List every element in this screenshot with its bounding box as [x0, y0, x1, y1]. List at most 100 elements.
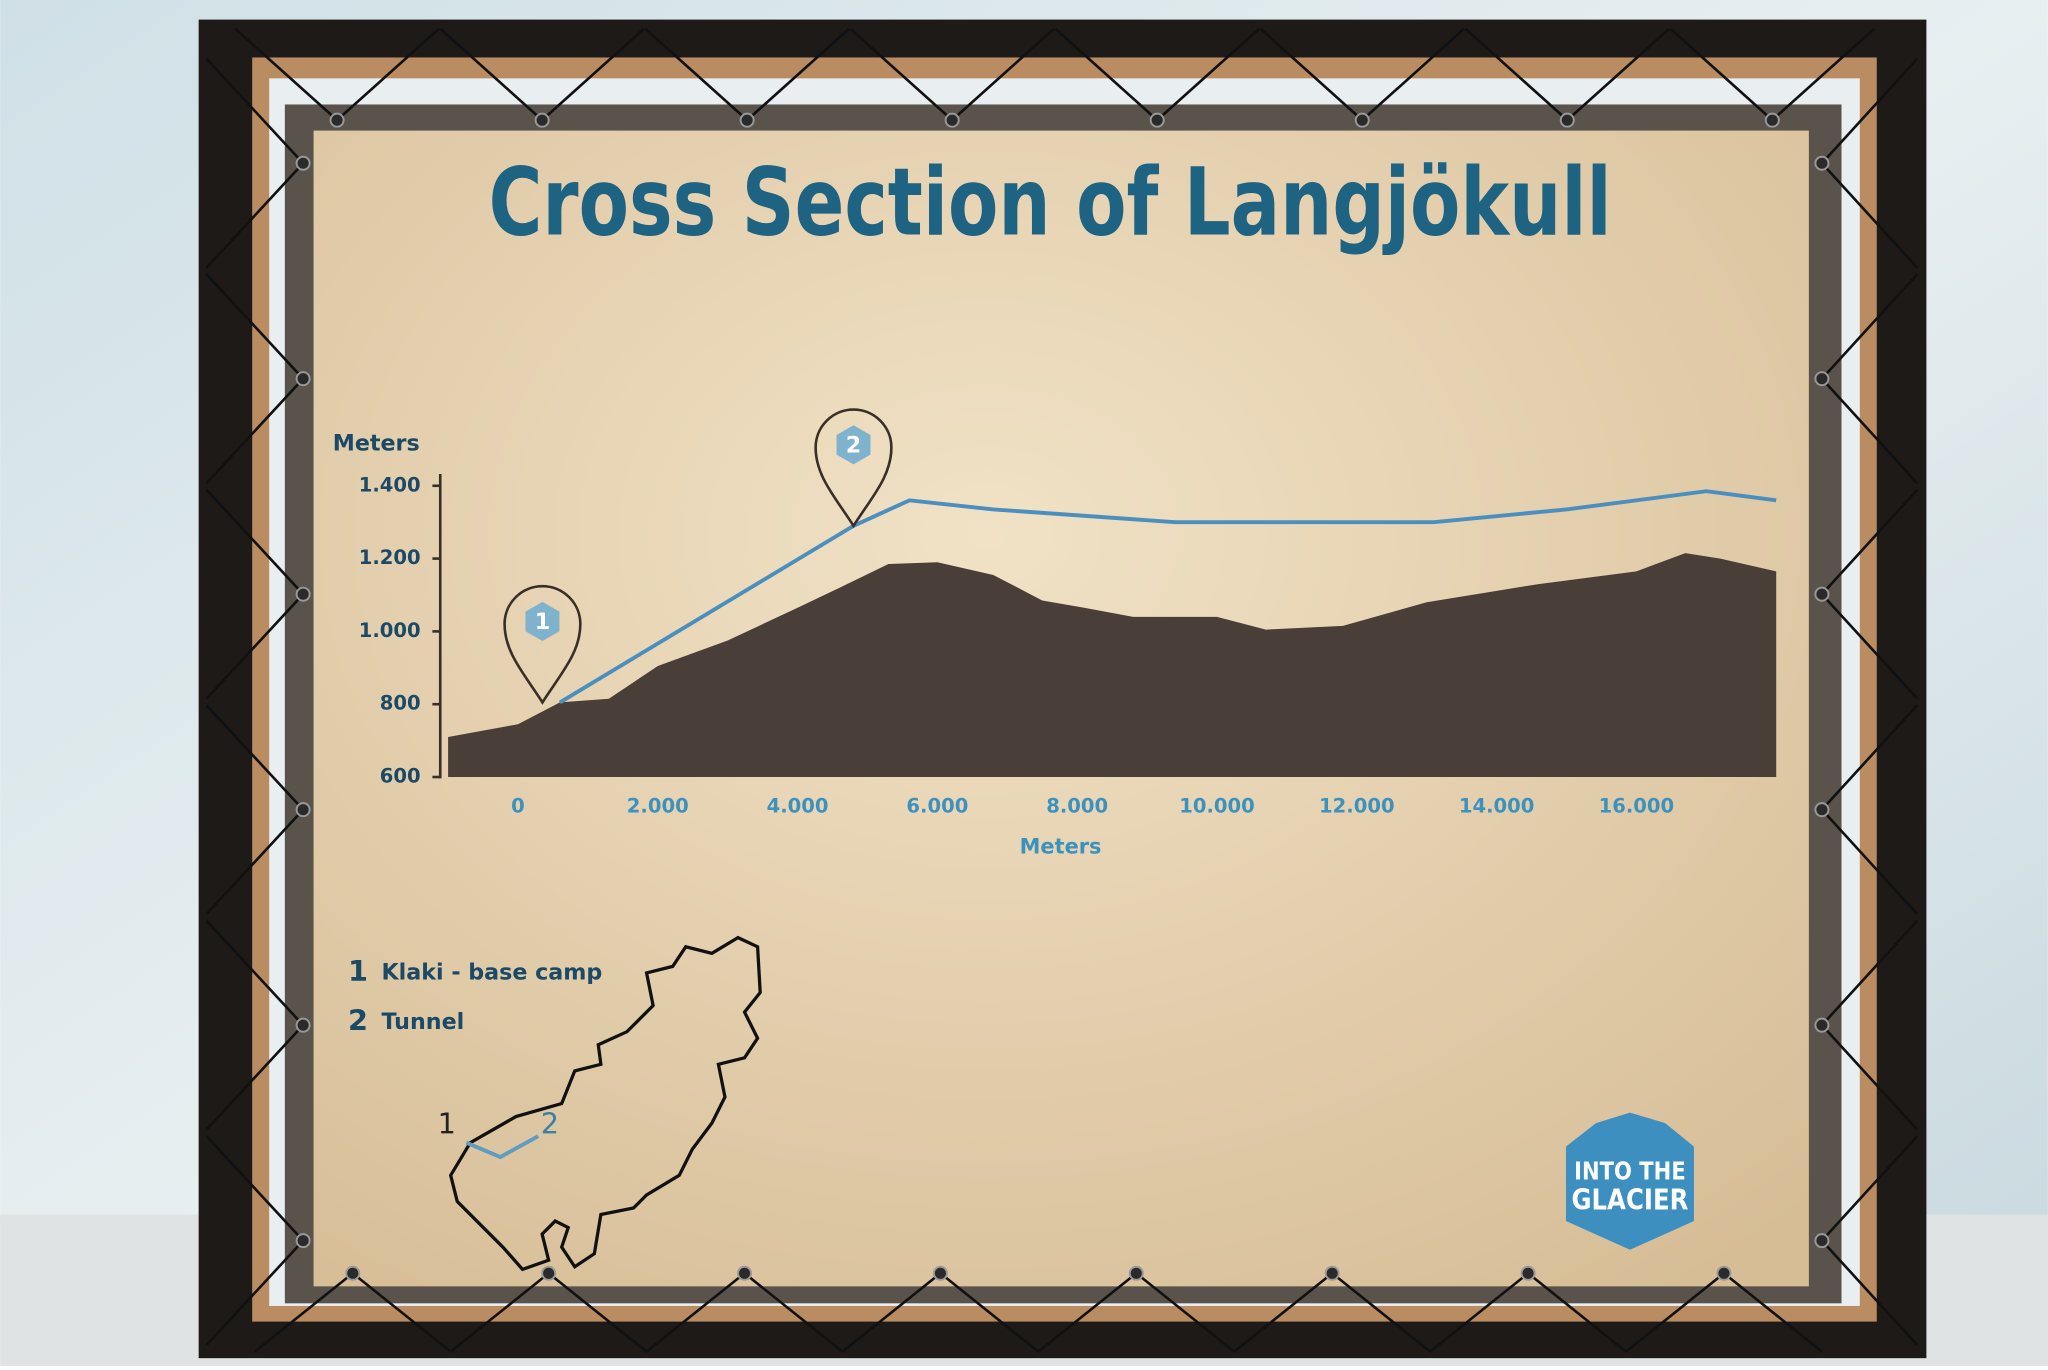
logo-badge — [1565, 1112, 1694, 1250]
cord — [205, 488, 305, 596]
cord — [1820, 704, 1919, 811]
x-tick-label: 10.000 — [1179, 795, 1255, 818]
grommet — [345, 1265, 361, 1281]
grommet — [932, 1265, 948, 1281]
cord — [205, 162, 305, 269]
grommet — [541, 1265, 557, 1281]
y-tick-label: 600 — [380, 765, 421, 788]
x-tick-label: 8.000 — [1046, 795, 1108, 818]
grommet — [1354, 112, 1370, 128]
grommet — [329, 112, 345, 128]
tunnel-route — [465, 1134, 540, 1160]
cord — [205, 57, 305, 165]
grommet — [1764, 112, 1780, 128]
grommet — [1814, 371, 1830, 387]
grommet — [1128, 1265, 1144, 1281]
grommet — [1814, 802, 1830, 818]
bungee-cords — [205, 27, 1919, 1353]
cord — [205, 1135, 305, 1242]
cord — [205, 919, 305, 1027]
cord — [234, 27, 338, 122]
grommet — [1716, 1265, 1732, 1281]
cord — [205, 1239, 305, 1346]
y-tick-label: 1.200 — [359, 546, 421, 569]
grommet — [1559, 112, 1575, 128]
x-tick-label: 0 — [511, 795, 525, 818]
cord — [1429, 1272, 1529, 1353]
x-tick-label: 14.000 — [1459, 795, 1535, 818]
cord — [1135, 1272, 1236, 1353]
logo-text: GLACIER — [1571, 1184, 1688, 1217]
terrain-area — [448, 553, 1777, 778]
grommet — [1814, 155, 1830, 171]
cord — [1566, 27, 1671, 122]
cord — [1625, 1272, 1725, 1353]
note-number: 2 — [348, 1004, 368, 1038]
cord — [205, 1024, 305, 1131]
cord — [939, 1272, 1040, 1353]
cord — [1820, 919, 1919, 1027]
cord — [541, 27, 645, 122]
cord — [1820, 273, 1919, 380]
cord — [1820, 1135, 1919, 1242]
note-text: Klaki - base camp — [381, 959, 602, 985]
cord — [1723, 1272, 1823, 1353]
grommet — [295, 371, 311, 387]
grommet — [1324, 1265, 1340, 1281]
pin-label: 2 — [846, 433, 861, 459]
x-tick-label: 12.000 — [1319, 795, 1395, 818]
chart: 600 800 1.000 1.200 1.400 0 2.000 4.000 6.000 8.0… — [359, 408, 1777, 818]
cord — [1464, 27, 1569, 122]
location-pin — [814, 408, 893, 529]
cord — [449, 1272, 550, 1353]
grommet — [944, 112, 960, 128]
cord — [841, 1272, 942, 1353]
cord — [849, 27, 954, 122]
cord — [336, 27, 440, 122]
cord — [1669, 27, 1774, 122]
map-label: 1 — [438, 1107, 456, 1141]
grommet — [739, 112, 755, 128]
cord — [439, 27, 543, 122]
pin-hexagon — [836, 425, 871, 465]
cord — [1361, 27, 1465, 122]
cord — [1156, 27, 1260, 122]
cord — [205, 808, 305, 916]
cord — [1527, 1272, 1627, 1353]
cord — [746, 27, 850, 122]
cord — [205, 704, 305, 811]
grommet — [295, 1017, 311, 1033]
grommet — [1149, 112, 1165, 128]
grommet — [295, 802, 311, 818]
x-axis-label: Meters — [1020, 835, 1102, 859]
x-tick-label: 6.000 — [906, 795, 968, 818]
x-tick-label: 2.000 — [627, 795, 689, 818]
cord — [1037, 1272, 1138, 1353]
grommet — [534, 112, 550, 128]
grommet — [295, 155, 311, 171]
grommet — [1814, 1017, 1830, 1033]
cord — [1820, 488, 1919, 596]
cord — [1820, 593, 1919, 700]
chart-title: Cross Section of Langjökull — [489, 148, 1612, 257]
glacier-map — [448, 935, 762, 1272]
cord — [205, 593, 305, 700]
x-tick-label: 4.000 — [767, 795, 829, 818]
cord — [1820, 162, 1919, 269]
grommet — [1520, 1265, 1536, 1281]
grommet — [1814, 1233, 1830, 1249]
cord — [1054, 27, 1159, 122]
cord — [1331, 1272, 1431, 1353]
location-pin — [503, 584, 582, 705]
cord — [205, 377, 305, 485]
cord — [1820, 1239, 1919, 1346]
cord — [253, 1272, 354, 1353]
cord — [1820, 1024, 1919, 1131]
cord — [205, 273, 305, 380]
x-tick-label: 16.000 — [1599, 795, 1675, 818]
y-tick-label: 1.400 — [359, 473, 421, 496]
grommet — [295, 1233, 311, 1249]
cord — [1233, 1272, 1334, 1353]
cord — [1820, 377, 1919, 485]
